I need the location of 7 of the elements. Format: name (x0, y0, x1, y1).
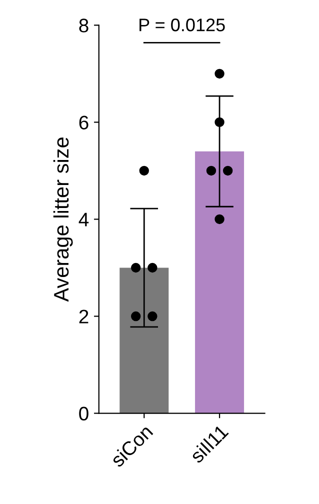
y-tick-label: 4 (78, 212, 89, 226)
y-tick-label: 6 (79, 116, 88, 130)
y-axis-title: Average litter size (53, 138, 73, 302)
y-tick-label: 2 (79, 310, 88, 324)
y-tick-label: 8 (79, 18, 88, 32)
annotation: P = 0.0125 (140, 18, 225, 32)
y-tick-label: 0 (79, 406, 88, 421)
